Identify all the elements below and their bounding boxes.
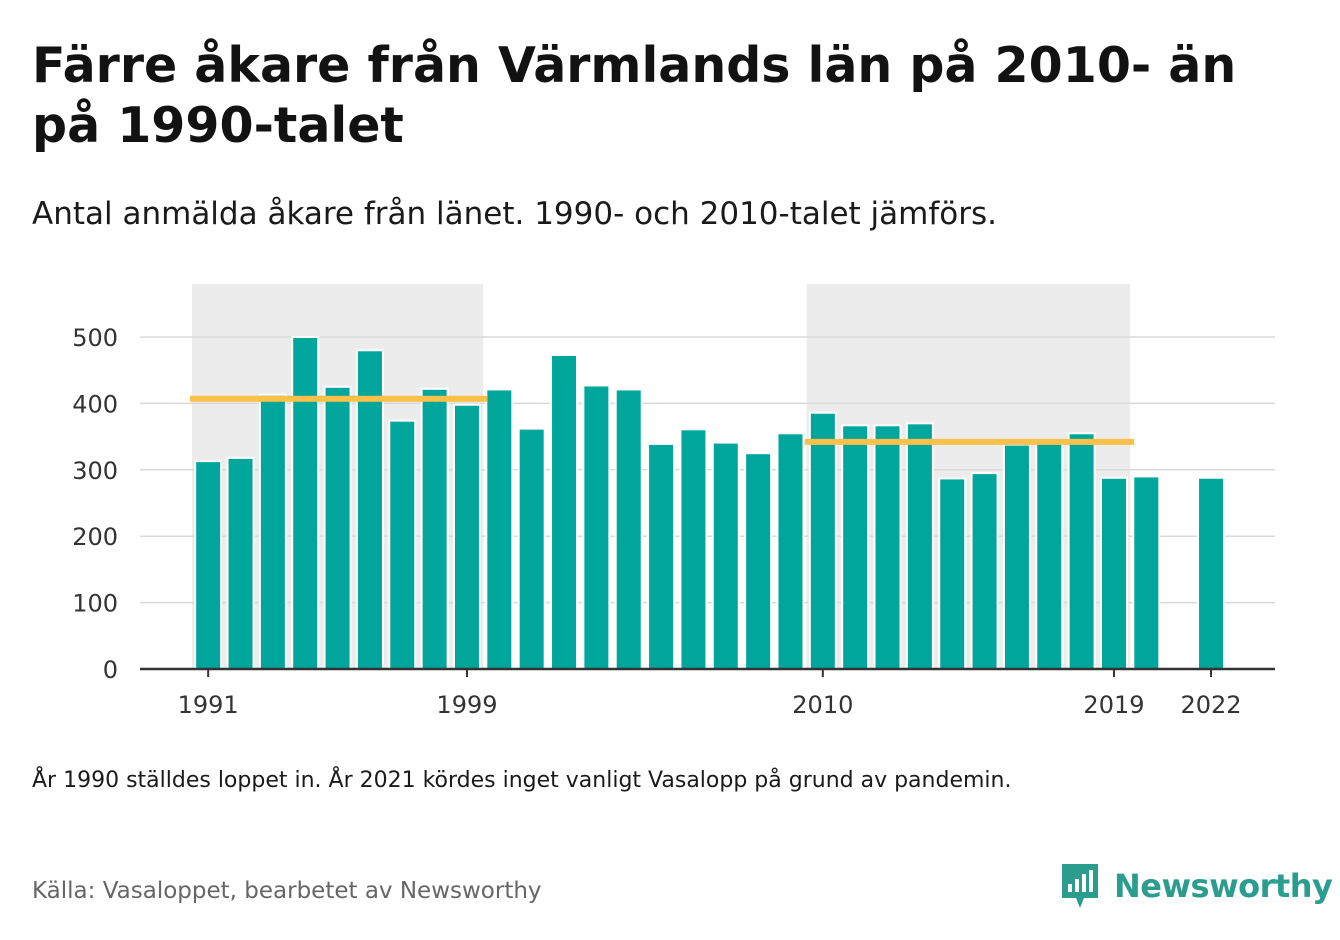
bar-2012 <box>873 424 902 670</box>
y-tick-label-100: 100 <box>72 590 118 618</box>
bar-2022 <box>1197 476 1226 670</box>
bar-1992 <box>226 456 255 670</box>
bar-1994 <box>291 336 320 670</box>
x-tick-label-2022: 2022 <box>1180 691 1241 719</box>
source-note: Källa: Vasaloppet, bearbetet av Newswort… <box>32 878 542 904</box>
bar-2003 <box>582 384 611 671</box>
bar-1997 <box>388 419 417 670</box>
bar-2011 <box>841 424 870 670</box>
bar-2019 <box>1099 476 1128 670</box>
average-lines-layer <box>190 395 1135 445</box>
y-tick-label-500: 500 <box>72 324 118 352</box>
bar-1998 <box>420 387 449 671</box>
bars-layer <box>194 336 1226 671</box>
y-tick-label-300: 300 <box>72 457 118 485</box>
bar-2016 <box>1002 443 1031 670</box>
bar-2004 <box>614 388 643 670</box>
bar-2002 <box>550 353 579 670</box>
y-tick-label-0: 0 <box>103 656 118 684</box>
x-tick-label-2010: 2010 <box>792 691 853 719</box>
newsworthy-chart-icon <box>1062 864 1098 908</box>
bar-2017 <box>1035 442 1064 670</box>
bar-2000 <box>485 388 514 670</box>
logo-text: Newsworthy <box>1114 867 1333 905</box>
bar-2008 <box>744 452 773 670</box>
bar-chart: 0 100 200 300 400 500 1991 1999 2010 2019 2022 <box>72 284 1275 719</box>
x-tick-label-2019: 2019 <box>1083 691 1144 719</box>
bar-2020 <box>1132 475 1161 670</box>
chart-subtitle: Antal anmälda åkare från länet. 1990- oc… <box>32 196 997 232</box>
bar-1999 <box>452 403 481 670</box>
bar-2009 <box>776 432 805 670</box>
bar-2007 <box>711 441 740 670</box>
bar-2013 <box>905 422 934 670</box>
bar-1995 <box>323 385 352 671</box>
bar-1993 <box>258 393 287 670</box>
bar-1991 <box>194 460 223 670</box>
bar-2006 <box>679 428 708 670</box>
x-tick-label-1999: 1999 <box>436 691 497 719</box>
y-tick-label-400: 400 <box>72 390 118 418</box>
axes-layer: 0 100 200 300 400 500 1991 1999 2010 2019 2022 <box>72 324 1275 719</box>
x-tick-label-1991: 1991 <box>178 691 239 719</box>
newsworthy-logo: Newsworthy <box>1060 860 1333 912</box>
bar-2018 <box>1067 432 1096 670</box>
bar-1996 <box>355 349 384 670</box>
bar-2001 <box>517 427 546 670</box>
bar-2015 <box>970 472 999 670</box>
chart-title: Färre åkare från Värmlands län på 2010- … <box>32 37 1237 154</box>
y-tick-label-200: 200 <box>72 523 118 551</box>
footnote: År 1990 ställdes loppet in. År 2021 körd… <box>32 768 1012 793</box>
bar-2005 <box>647 442 676 670</box>
bar-2014 <box>938 477 967 670</box>
bar-2010 <box>808 411 837 670</box>
